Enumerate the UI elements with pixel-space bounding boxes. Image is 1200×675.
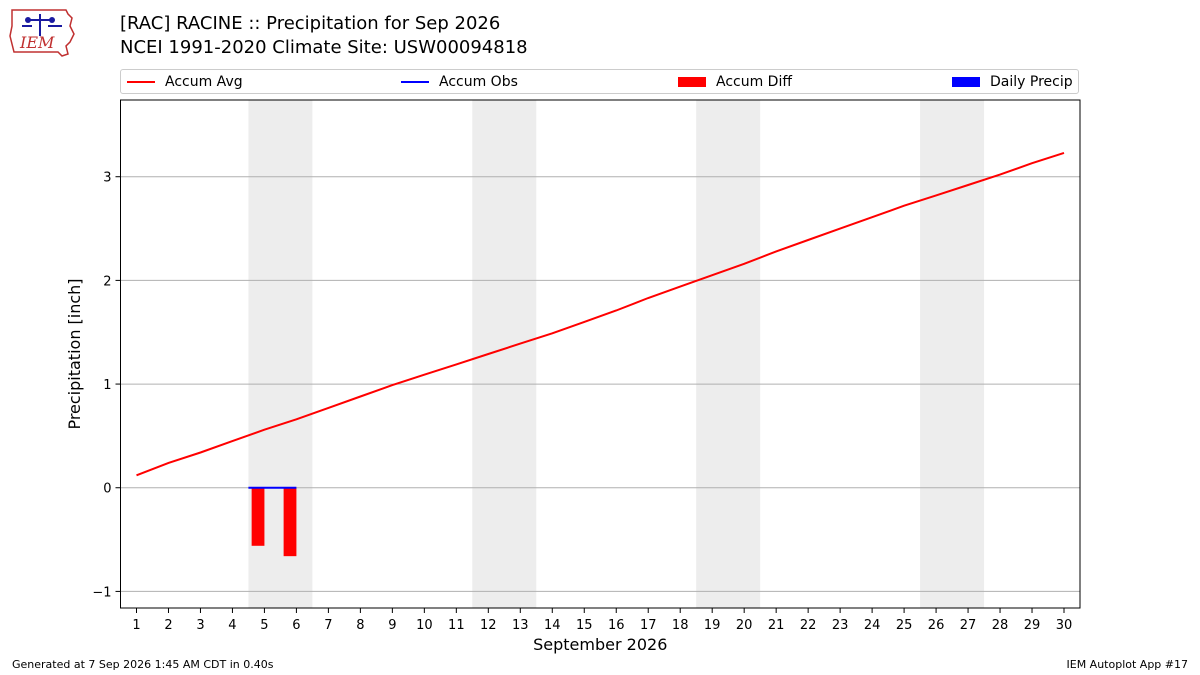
x-tick-label: 13 [512, 618, 529, 633]
x-tick-label: 23 [832, 618, 849, 633]
legend-item-daily-precip: Daily Precip [952, 74, 1073, 90]
iem-logo: IEM [8, 6, 80, 60]
x-tick-label: 20 [736, 618, 753, 633]
legend: Accum Avg Accum Obs Accum Diff Daily Pre… [120, 69, 1079, 94]
x-tick-label: 1 [132, 618, 140, 633]
legend-item-accum-diff: Accum Diff [678, 74, 792, 90]
legend-label: Accum Obs [439, 74, 518, 90]
x-tick-label: 28 [992, 618, 1009, 633]
legend-swatch-daily-precip [952, 77, 980, 87]
x-tick-label: 7 [324, 618, 332, 633]
footer-app-text: IEM Autoplot App #17 [1066, 658, 1189, 671]
x-tick-label: 27 [960, 618, 977, 633]
legend-swatch-accum-obs [401, 81, 429, 83]
y-tick-label: 3 [103, 171, 111, 186]
x-tick-label: 5 [260, 618, 268, 633]
y-tick-label: 0 [103, 482, 111, 497]
x-tick-label: 17 [640, 618, 657, 633]
x-tick-label: 24 [864, 618, 881, 633]
x-tick-label: 19 [704, 618, 721, 633]
legend-item-accum-obs: Accum Obs [401, 74, 518, 90]
weekend-shade [696, 100, 761, 608]
y-axis-label: Precipitation [inch] [65, 278, 84, 429]
x-tick-label: 29 [1024, 618, 1041, 633]
x-tick-label: 2 [164, 618, 172, 633]
weekend-shade [472, 100, 537, 608]
y-tick-label: 1 [103, 378, 111, 393]
chart-title: [RAC] RACINE :: Precipitation for Sep 20… [120, 13, 501, 34]
x-tick-label: 16 [608, 618, 625, 633]
x-tick-label: 22 [800, 618, 817, 633]
footer-generated-text: Generated at 7 Sep 2026 1:45 AM CDT in 0… [12, 658, 274, 671]
x-tick-label: 21 [768, 618, 785, 633]
x-tick-label: 3 [196, 618, 204, 633]
legend-label: Accum Avg [165, 74, 243, 90]
y-tick-label: −1 [92, 585, 111, 600]
x-tick-label: 4 [228, 618, 236, 633]
x-tick-label: 10 [416, 618, 433, 633]
x-axis-label: September 2026 [533, 635, 667, 654]
legend-swatch-accum-diff [678, 77, 706, 87]
x-tick-label: 12 [480, 618, 497, 633]
x-tick-label: 14 [544, 618, 561, 633]
series-line-accum-avg [136, 151, 1065, 477]
logo-text: IEM [19, 33, 55, 52]
y-tick-label: 2 [103, 274, 111, 289]
x-tick-label: 8 [356, 618, 364, 633]
x-tick-label: 25 [896, 618, 913, 633]
x-tick-label: 18 [672, 618, 689, 633]
legend-item-accum-avg: Accum Avg [127, 74, 243, 90]
plot-frame [120, 99, 1081, 609]
x-tick-label: 9 [388, 618, 396, 633]
x-tick-label: 15 [576, 618, 593, 633]
x-tick-label: 26 [928, 618, 945, 633]
x-tick-label: 30 [1056, 618, 1073, 633]
legend-label: Accum Diff [716, 74, 793, 90]
x-tick-label: 11 [448, 618, 465, 633]
chart-subtitle: NCEI 1991-2020 Climate Site: USW00094818 [120, 37, 528, 58]
legend-label: Daily Precip [990, 74, 1073, 90]
bar-accum-diff [251, 487, 265, 546]
weekend-shade [920, 100, 985, 608]
bar-accum-diff [283, 487, 297, 557]
x-tick-label: 6 [292, 618, 300, 633]
legend-swatch-accum-avg [127, 81, 155, 83]
